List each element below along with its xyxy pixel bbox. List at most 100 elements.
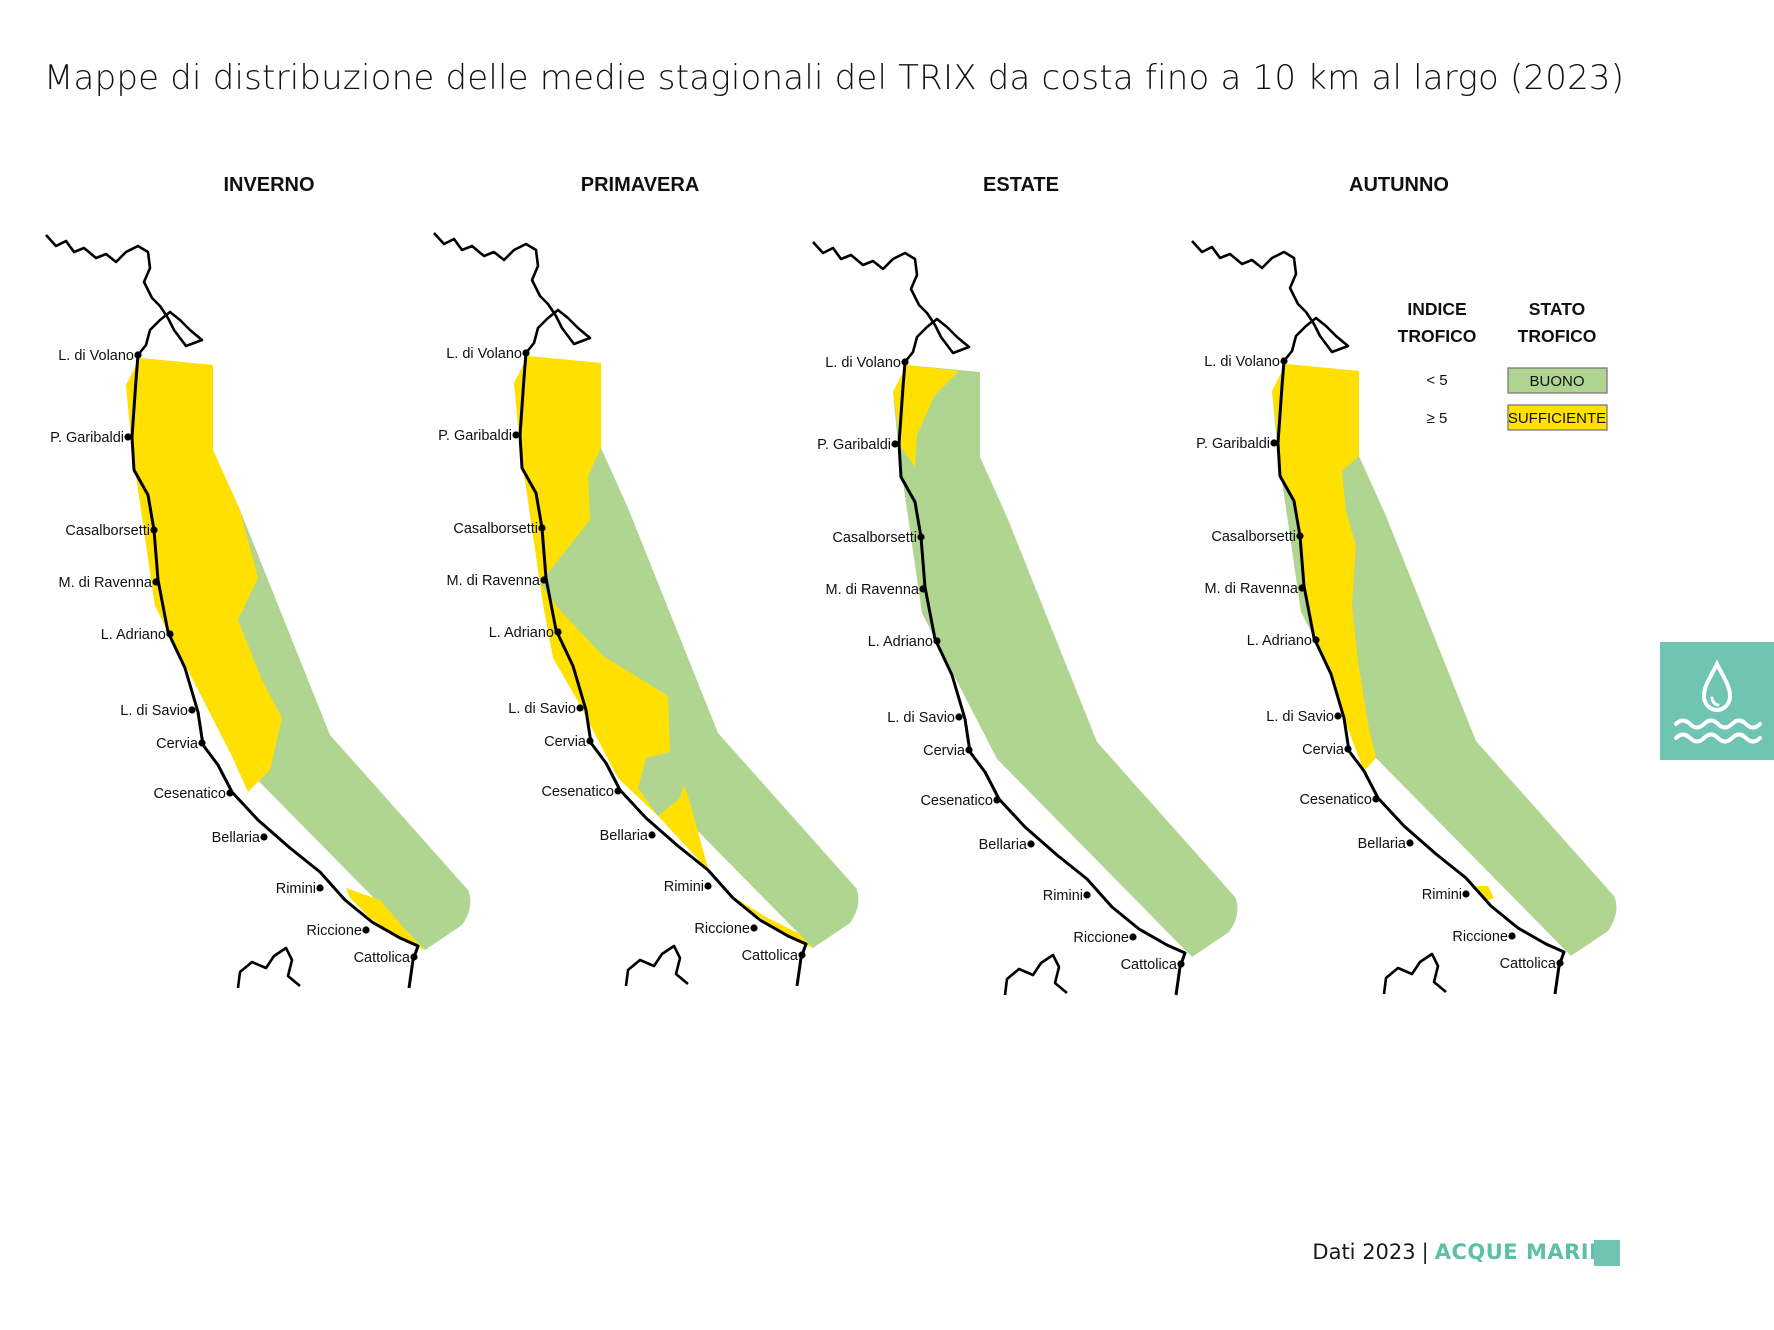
page-title: Mappe di distribuzione delle medie stagi… [44, 58, 1625, 98]
legend: INDICE TROFICO STATO TROFICO < 5 BUONO ≥… [1398, 299, 1608, 431]
place-label: Bellaria [600, 828, 649, 844]
place-label: Riccione [1073, 930, 1129, 946]
place-dot [1083, 891, 1091, 899]
place-label: Cesenatico [153, 786, 226, 802]
place-label: Bellaria [1358, 836, 1407, 852]
place-dot [134, 351, 142, 359]
place-label: L. Adriano [101, 627, 166, 643]
legend-col1-line2: TROFICO [1398, 326, 1477, 346]
place-dot [540, 576, 548, 584]
place-label: L. Adriano [489, 625, 554, 641]
map-estate [811, 240, 1238, 997]
place-label: Cesenatico [1299, 792, 1372, 808]
legend-col2-line2: TROFICO [1518, 326, 1597, 346]
place-label: Cattolica [742, 948, 799, 964]
place-label: Rimini [1422, 887, 1462, 903]
place-dot [1372, 795, 1380, 803]
season-title-estate: ESTATE [983, 174, 1059, 196]
place-dot [1280, 357, 1288, 365]
place-dot [188, 706, 196, 714]
place-label: L. Adriano [868, 634, 933, 650]
place-dot [1298, 584, 1306, 592]
place-label: Cesenatico [920, 793, 993, 809]
map-primavera [432, 231, 859, 988]
place-label: Cattolica [1500, 956, 1557, 972]
place-dot [198, 739, 206, 747]
place-dot [554, 628, 562, 636]
place-label: Cattolica [354, 950, 411, 966]
place-label: M. di Ravenna [59, 575, 153, 591]
place-dot [1177, 960, 1185, 968]
place-label: Cervia [1302, 742, 1345, 758]
legend-swatch-buono [1507, 367, 1608, 394]
place-dot [919, 585, 927, 593]
legend-state-sufficiente: SUFFICIENTE [1508, 410, 1606, 427]
place-label: L. di Volano [1204, 354, 1280, 370]
place-dot [965, 746, 973, 754]
place-dot [955, 713, 963, 721]
place-dot [901, 358, 909, 366]
place-label: Bellaria [979, 837, 1028, 853]
place-dot [1027, 840, 1035, 848]
place-label: Cervia [544, 734, 587, 750]
place-dot [1312, 636, 1320, 644]
place-label: L. di Volano [58, 348, 134, 364]
place-dot [166, 630, 174, 638]
legend-col2-line1: STATO [1529, 299, 1585, 319]
place-dot [124, 433, 132, 441]
place-dot [1344, 745, 1352, 753]
season-title-inverno: INVERNO [223, 174, 315, 196]
legend-col1-line1: INDICE [1407, 299, 1466, 319]
place-label: Cattolica [1121, 957, 1178, 973]
place-dot [1462, 890, 1470, 898]
footer-square [1594, 1240, 1620, 1266]
place-label: Riccione [306, 923, 362, 939]
section-tab[interactable] [1660, 642, 1774, 760]
place-label: Cervia [156, 736, 199, 752]
legend-index-sufficiente: ≥ 5 [1427, 410, 1448, 427]
place-dot [152, 578, 160, 586]
place-dot [576, 704, 584, 712]
place-dot [704, 882, 712, 890]
place-label: P. Garibaldi [1196, 436, 1270, 452]
place-label: L. di Volano [825, 355, 901, 371]
place-dot [362, 926, 370, 934]
place-label: L. di Savio [1266, 709, 1334, 725]
place-labels: L. di Volano P. Garibaldi Casalborsetti M. … [50, 346, 1564, 973]
place-dot [1270, 439, 1278, 447]
place-dot [150, 526, 158, 534]
place-dot [538, 524, 546, 532]
water-drop-waves-icon [1674, 659, 1762, 744]
footer-section: ACQUE MARINE [1434, 1240, 1622, 1264]
legend-index-buono: < 5 [1426, 372, 1447, 389]
place-dot [410, 953, 418, 961]
season-title-autunno: AUTUNNO [1349, 174, 1449, 196]
place-dot [1508, 932, 1516, 940]
place-dot [917, 533, 925, 541]
place-label: Riccione [1452, 929, 1508, 945]
footer: Dati 2023 | ACQUE MARINE [1312, 1240, 1622, 1264]
place-label: M. di Ravenna [826, 582, 920, 598]
place-label: L. di Savio [508, 701, 576, 717]
season-title-primavera: PRIMAVERA [580, 174, 700, 196]
place-label: Rimini [664, 879, 704, 895]
place-label: M. di Ravenna [1205, 581, 1299, 597]
place-label: P. Garibaldi [817, 437, 891, 453]
place-dot [614, 787, 622, 795]
place-dot [798, 951, 806, 959]
map-autunno [1190, 239, 1617, 996]
footer-year: Dati 2023 [1312, 1240, 1416, 1264]
place-dot [316, 884, 324, 892]
place-dot [891, 440, 899, 448]
place-dot [648, 831, 656, 839]
place-dot [226, 789, 234, 797]
map-inverno [44, 233, 471, 990]
legend-state-buono: BUONO [1529, 373, 1584, 390]
place-label: Cervia [923, 743, 966, 759]
place-dot [512, 431, 520, 439]
place-label: Casalborsetti [1211, 529, 1296, 545]
place-label: Riccione [694, 921, 750, 937]
place-label: Bellaria [212, 830, 261, 846]
place-label: Rimini [1043, 888, 1083, 904]
